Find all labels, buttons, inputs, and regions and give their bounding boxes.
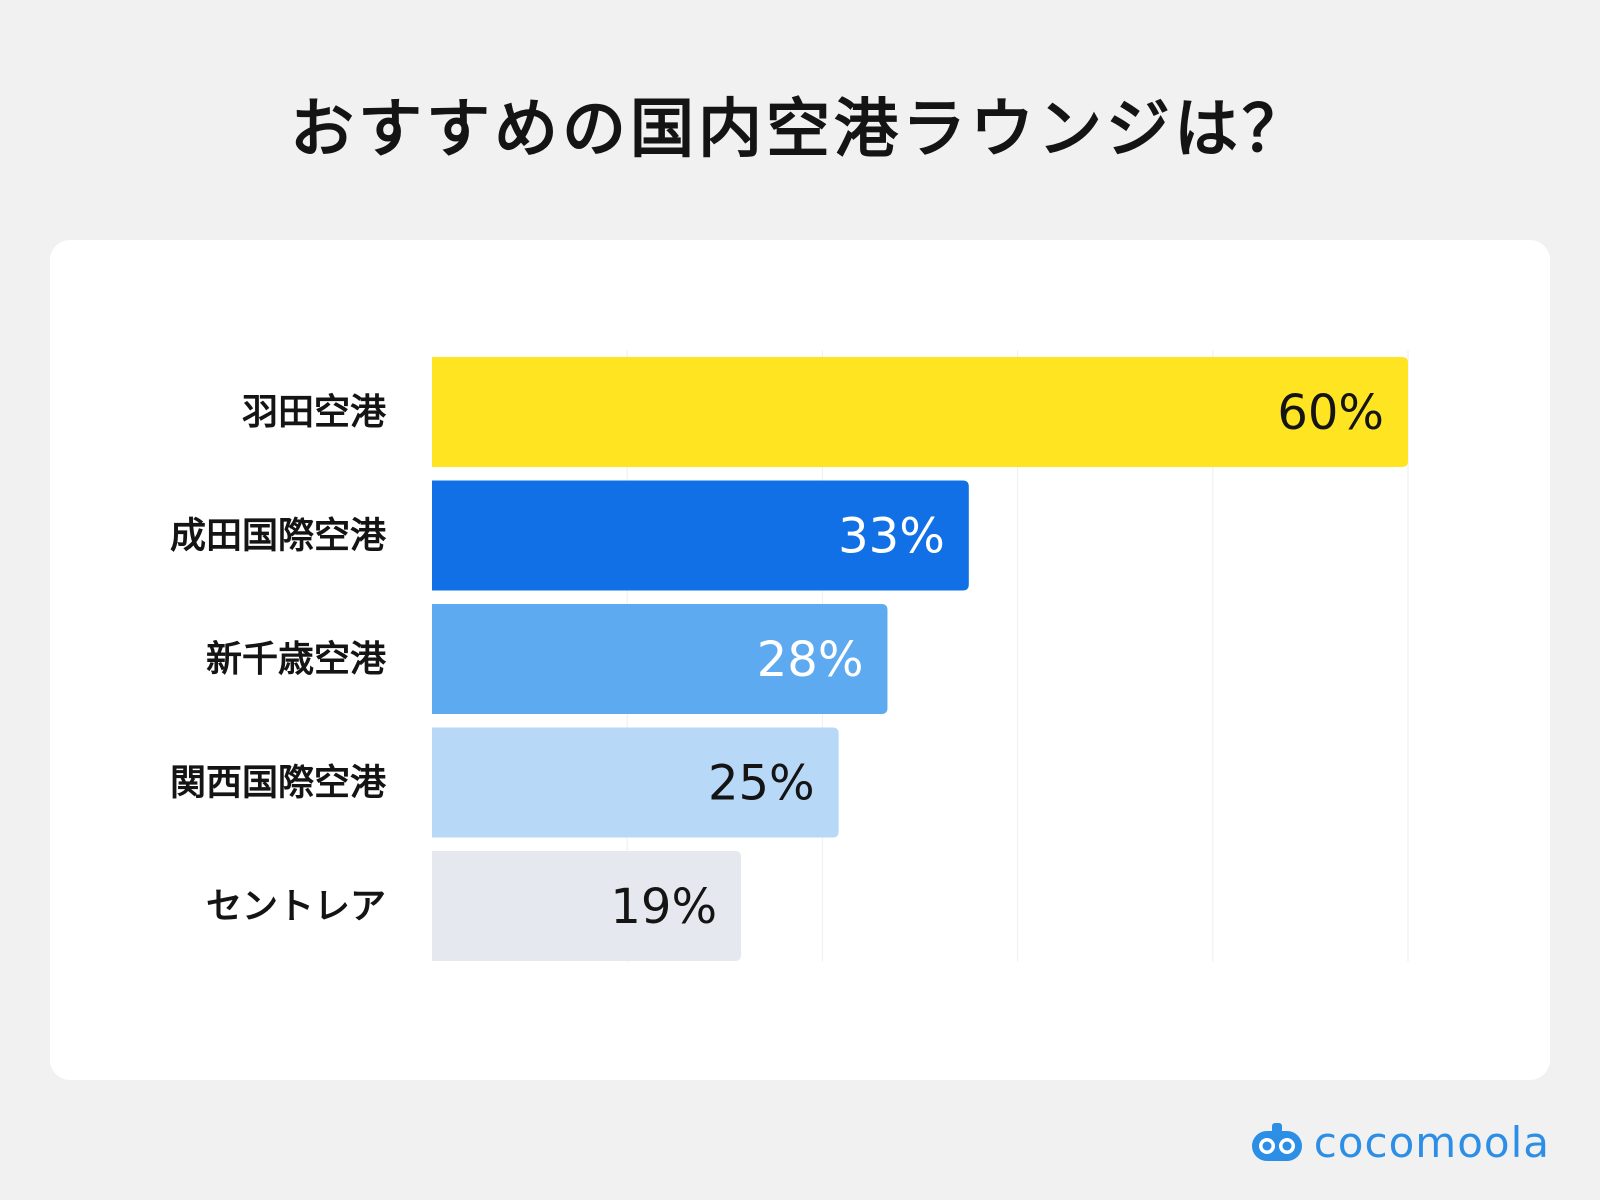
category-label: セントレア — [206, 886, 386, 927]
category-label: 新千歳空港 — [206, 639, 387, 680]
chart-title: おすすめの国内空港ラウンジは？ — [290, 93, 1310, 167]
bar — [432, 357, 1408, 467]
data-label: 28% — [757, 632, 864, 688]
bar-chart: 羽田空港 60% 成田国際空港 33% 新千歳空港 28% 関西国際空港 25% セントレア 19… — [170, 350, 1409, 962]
data-label: 25% — [708, 756, 815, 812]
category-label: 成田国際空港 — [170, 516, 387, 557]
chart-card: 羽田空港 60% 成田国際空港 33% 新千歳空港 28% 関西国際空港 25% セントレア 19… — [50, 240, 1550, 1080]
bar — [432, 727, 839, 838]
category-label: 関西国際空港 — [170, 763, 387, 804]
bar — [432, 851, 742, 961]
bar — [432, 480, 969, 591]
data-label: 33% — [838, 509, 945, 565]
data-label: 60% — [1277, 385, 1384, 441]
category-label: 羽田空港 — [242, 392, 387, 433]
cocomoola-logo-icon — [1251, 1122, 1302, 1161]
brand-name: cocomoola — [1313, 1118, 1550, 1167]
bar — [432, 604, 888, 714]
data-label: 19% — [610, 879, 717, 935]
brand-logo: cocomoola — [1250, 1118, 1550, 1167]
